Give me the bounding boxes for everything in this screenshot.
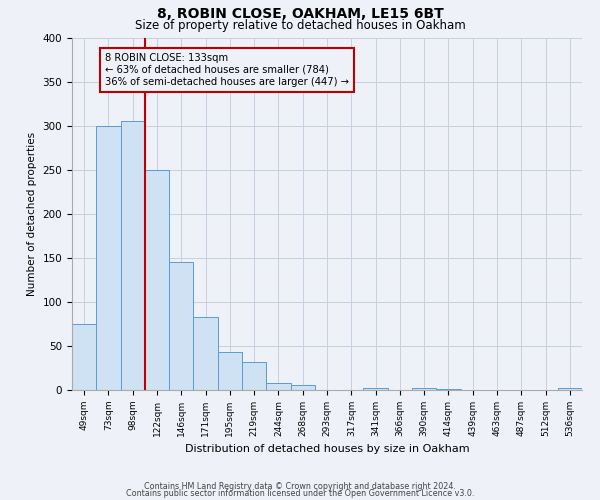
Bar [364,388,388,390]
Text: Size of property relative to detached houses in Oakham: Size of property relative to detached ho… [134,18,466,32]
Bar [266,383,290,390]
Bar [193,317,218,390]
Bar [290,384,315,390]
Bar [218,352,242,390]
Bar [72,324,96,390]
Bar [145,170,169,390]
Bar [412,388,436,390]
Text: Contains HM Land Registry data © Crown copyright and database right 2024.: Contains HM Land Registry data © Crown c… [144,482,456,491]
Text: 8, ROBIN CLOSE, OAKHAM, LE15 6BT: 8, ROBIN CLOSE, OAKHAM, LE15 6BT [157,8,443,22]
Bar [558,388,582,390]
Y-axis label: Number of detached properties: Number of detached properties [27,132,37,296]
Text: Contains public sector information licensed under the Open Government Licence v3: Contains public sector information licen… [126,490,474,498]
Bar [96,126,121,390]
Bar [121,121,145,390]
Bar [169,262,193,390]
Text: 8 ROBIN CLOSE: 133sqm
← 63% of detached houses are smaller (784)
36% of semi-det: 8 ROBIN CLOSE: 133sqm ← 63% of detached … [105,54,349,86]
Bar [242,362,266,390]
X-axis label: Distribution of detached houses by size in Oakham: Distribution of detached houses by size … [185,444,469,454]
Bar [436,389,461,390]
